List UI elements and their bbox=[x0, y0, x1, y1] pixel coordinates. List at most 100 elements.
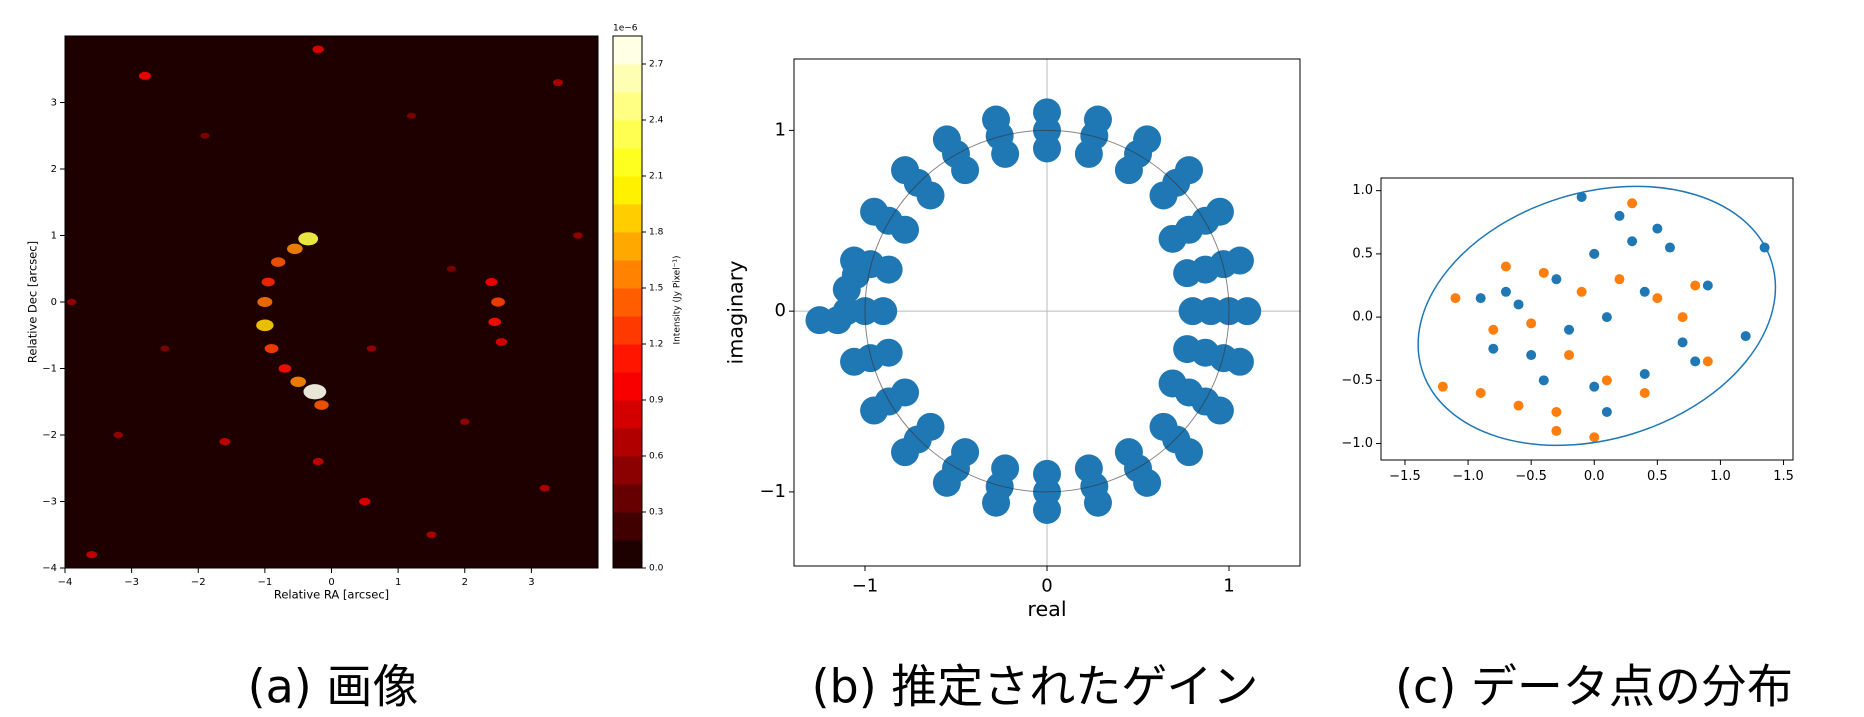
x-axis-label: real bbox=[1027, 597, 1066, 621]
data-point bbox=[823, 306, 852, 335]
intensity-spot bbox=[290, 376, 306, 387]
data-point bbox=[1450, 293, 1461, 304]
data-point bbox=[1690, 280, 1701, 291]
data-point bbox=[1158, 224, 1187, 253]
x-tick-label: 1 bbox=[1223, 575, 1234, 596]
data-point bbox=[1652, 223, 1663, 234]
data-point bbox=[1513, 400, 1524, 411]
data-point bbox=[1174, 156, 1203, 185]
intensity-spot bbox=[573, 232, 583, 239]
colorbar-tick-label: 0.0 bbox=[649, 564, 664, 574]
data-point bbox=[1437, 381, 1448, 392]
y-axis-label: Relative Dec [arcsec] bbox=[26, 241, 40, 363]
colorbar-band bbox=[613, 288, 642, 317]
x-tick-label: 0 bbox=[328, 577, 334, 588]
data-point bbox=[1500, 261, 1511, 272]
heatmap-background bbox=[65, 36, 598, 568]
colorbar-tick-label: 1.2 bbox=[649, 340, 663, 350]
data-point bbox=[982, 105, 1011, 134]
data-point bbox=[841, 260, 870, 289]
colorbar-band bbox=[613, 484, 642, 513]
data-point bbox=[1576, 286, 1587, 297]
colorbar-band bbox=[613, 372, 642, 401]
x-tick-label: −4 bbox=[58, 577, 73, 588]
data-point bbox=[1174, 438, 1203, 467]
data-point bbox=[1627, 236, 1638, 247]
intensity-spot bbox=[200, 132, 210, 139]
data-point bbox=[1538, 267, 1549, 278]
intensity-spot bbox=[406, 112, 416, 119]
data-point bbox=[1475, 387, 1486, 398]
data-point bbox=[1526, 350, 1537, 361]
intensity-spot bbox=[256, 319, 274, 332]
intensity-spot bbox=[271, 257, 286, 267]
intensity-spot bbox=[86, 551, 98, 559]
data-point bbox=[1083, 488, 1112, 517]
intensity-spot bbox=[366, 345, 377, 352]
reference-circle bbox=[864, 129, 1230, 493]
colorbar-band bbox=[613, 64, 642, 93]
x-tick-label: 1.5 bbox=[1773, 469, 1794, 484]
colorbar-tick-label: 0.9 bbox=[649, 396, 664, 406]
y-tick-label: 1 bbox=[775, 119, 786, 140]
data-point bbox=[1677, 312, 1688, 323]
colorbar-frame bbox=[612, 35, 643, 569]
intensity-spot bbox=[459, 418, 470, 425]
y-tick-label: 0 bbox=[775, 300, 786, 321]
data-point bbox=[1500, 286, 1511, 297]
intensity-spot bbox=[539, 484, 550, 492]
intensity-spot bbox=[488, 317, 502, 327]
x-tick-label: 3 bbox=[528, 577, 534, 588]
x-tick-label: −1.5 bbox=[1389, 469, 1421, 484]
y-tick-label: −1 bbox=[759, 481, 786, 502]
colorbar-band bbox=[613, 260, 642, 289]
data-point bbox=[1158, 369, 1187, 398]
data-point bbox=[1601, 312, 1612, 323]
data-point bbox=[891, 438, 920, 467]
colorbar-band bbox=[613, 36, 642, 65]
intensity-spot bbox=[113, 431, 124, 439]
x-tick-label: 0.5 bbox=[1647, 469, 1668, 484]
plot-frame bbox=[1380, 177, 1794, 461]
colorbar-tick-label: 1.5 bbox=[649, 284, 663, 294]
intensity-spot bbox=[314, 400, 329, 410]
x-tick-label: −3 bbox=[124, 577, 139, 588]
colorbar-tick-label: 1.8 bbox=[649, 228, 664, 238]
data-point bbox=[1614, 274, 1625, 285]
colorbar-band bbox=[613, 204, 642, 233]
intensity-spot bbox=[261, 277, 275, 287]
intensity-spot bbox=[138, 71, 151, 80]
data-point bbox=[1205, 396, 1234, 425]
data-point bbox=[1677, 337, 1688, 348]
y-tick-label: −1.0 bbox=[1341, 436, 1373, 451]
intensity-spot bbox=[298, 232, 319, 246]
y-tick-label: −2 bbox=[42, 430, 57, 441]
data-point bbox=[1173, 335, 1202, 364]
fit-ellipse bbox=[1417, 185, 1777, 447]
y-tick-label: 1 bbox=[51, 231, 57, 242]
colorbar-band bbox=[613, 176, 642, 205]
data-point bbox=[1639, 286, 1650, 297]
x-tick-label: −1 bbox=[852, 575, 879, 596]
data-point bbox=[1614, 210, 1625, 221]
plot-frame bbox=[793, 58, 1301, 567]
x-tick-label: −0.5 bbox=[1515, 469, 1547, 484]
data-point bbox=[1601, 406, 1612, 417]
caption: (b) 推定されたゲイン bbox=[812, 660, 1259, 714]
y-tick-label: −4 bbox=[42, 563, 57, 574]
intensity-spot bbox=[446, 265, 456, 272]
x-tick-label: −2 bbox=[191, 577, 206, 588]
data-point bbox=[1627, 198, 1638, 209]
colorbar-tick-label: 2.7 bbox=[649, 60, 663, 70]
caption: (c) データ点の分布 bbox=[1395, 660, 1793, 714]
data-point bbox=[1564, 350, 1575, 361]
colorbar-band bbox=[613, 344, 642, 373]
y-tick-label: 0.5 bbox=[1352, 246, 1373, 261]
x-tick-label: −1 bbox=[258, 577, 273, 588]
colorbar-band bbox=[613, 400, 642, 429]
data-point bbox=[1526, 318, 1537, 329]
data-point bbox=[1173, 259, 1202, 288]
y-tick-label: −1 bbox=[42, 364, 57, 375]
colorbar-offset: 1e−6 bbox=[613, 24, 638, 34]
